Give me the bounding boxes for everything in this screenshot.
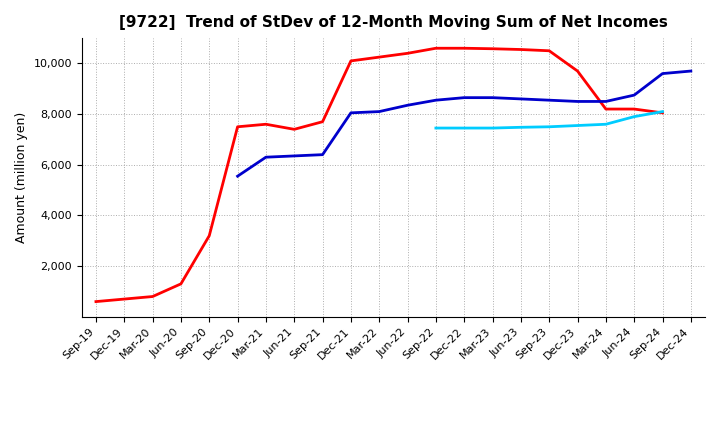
5 Years [488, 95, 497, 100]
3 Years [290, 127, 299, 132]
7 Years [516, 125, 525, 130]
7 Years [658, 109, 667, 114]
3 Years [120, 297, 129, 302]
5 Years [658, 71, 667, 76]
3 Years [545, 48, 554, 53]
Line: 7 Years: 7 Years [436, 112, 662, 128]
5 Years [601, 99, 610, 104]
3 Years [573, 68, 582, 73]
3 Years [261, 121, 270, 127]
3 Years [233, 124, 242, 129]
5 Years [375, 109, 384, 114]
5 Years [573, 99, 582, 104]
5 Years [318, 152, 327, 157]
7 Years [460, 125, 469, 131]
7 Years [573, 123, 582, 128]
7 Years [431, 125, 440, 131]
3 Years [375, 55, 384, 60]
3 Years [205, 233, 214, 238]
5 Years [686, 68, 695, 73]
5 Years [290, 153, 299, 158]
5 Years [403, 103, 412, 108]
5 Years [346, 110, 355, 115]
7 Years [488, 125, 497, 131]
3 Years [91, 299, 100, 304]
Title: [9722]  Trend of StDev of 12-Month Moving Sum of Net Incomes: [9722] Trend of StDev of 12-Month Moving… [119, 15, 668, 30]
5 Years [460, 95, 469, 100]
3 Years [516, 47, 525, 52]
Y-axis label: Amount (million yen): Amount (million yen) [15, 112, 28, 243]
5 Years [233, 173, 242, 179]
3 Years [346, 58, 355, 63]
3 Years [176, 281, 185, 286]
5 Years [630, 92, 639, 98]
7 Years [545, 124, 554, 129]
5 Years [545, 98, 554, 103]
7 Years [601, 121, 610, 127]
Line: 5 Years: 5 Years [238, 71, 690, 176]
3 Years [630, 106, 639, 112]
3 Years [403, 51, 412, 56]
3 Years [431, 46, 440, 51]
3 Years [460, 46, 469, 51]
3 Years [601, 106, 610, 112]
5 Years [516, 96, 525, 102]
3 Years [148, 294, 157, 299]
Line: 3 Years: 3 Years [96, 48, 662, 301]
5 Years [261, 154, 270, 160]
5 Years [431, 98, 440, 103]
3 Years [658, 110, 667, 115]
3 Years [318, 119, 327, 125]
3 Years [488, 46, 497, 51]
7 Years [630, 114, 639, 119]
